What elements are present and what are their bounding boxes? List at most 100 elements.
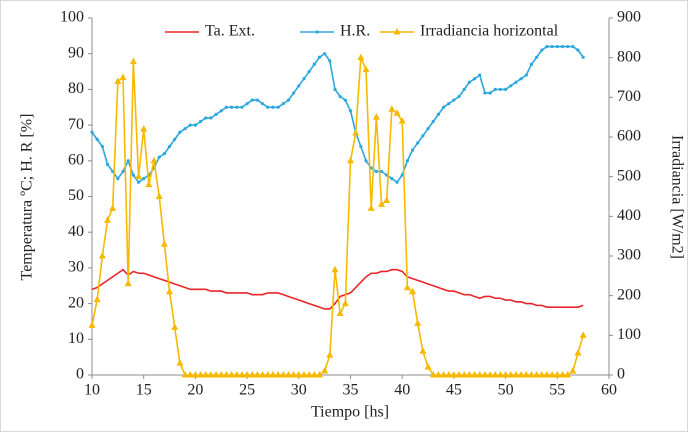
point <box>186 371 194 378</box>
x-tick-label: 40 <box>394 382 410 399</box>
y2-tick-label: 400 <box>617 207 641 224</box>
point <box>535 55 539 59</box>
point <box>400 173 404 177</box>
point <box>88 321 96 328</box>
point <box>529 62 534 67</box>
point <box>338 94 342 99</box>
point <box>522 371 530 378</box>
point <box>312 62 316 67</box>
point <box>245 102 249 106</box>
y2-tick-label: 900 <box>617 9 641 26</box>
point <box>445 371 453 378</box>
legend-bg <box>376 22 608 42</box>
legend-marker <box>393 28 401 35</box>
y-tick-label: 0 <box>76 366 84 383</box>
point <box>429 371 437 378</box>
point <box>302 77 306 81</box>
x-axis-label: Tiempo [hs] <box>311 404 389 421</box>
point <box>253 371 261 378</box>
y-tick-label: 50 <box>68 187 84 204</box>
point <box>188 123 192 127</box>
point <box>478 73 482 77</box>
point <box>441 105 446 109</box>
point <box>571 44 575 49</box>
point <box>114 77 122 84</box>
point <box>450 371 458 378</box>
point <box>421 134 425 138</box>
point <box>269 371 277 378</box>
point <box>98 252 106 259</box>
point <box>553 371 561 378</box>
point <box>135 172 143 180</box>
point <box>545 44 549 49</box>
point <box>162 152 166 156</box>
point <box>197 371 205 378</box>
point <box>517 371 525 378</box>
point <box>93 295 101 303</box>
point <box>436 112 440 116</box>
point <box>290 371 298 378</box>
point <box>507 371 515 378</box>
point <box>359 144 363 149</box>
series-line <box>91 268 584 310</box>
point <box>481 371 489 378</box>
point <box>233 371 241 378</box>
point <box>281 102 285 106</box>
point <box>116 177 120 181</box>
x-tick-label: 20 <box>187 382 203 399</box>
y2-axis-label: Irradiancia [W/m2] <box>668 135 685 259</box>
point <box>574 349 582 356</box>
point <box>193 123 197 127</box>
point <box>447 102 451 106</box>
point <box>167 144 172 149</box>
point <box>347 156 354 164</box>
point <box>457 94 461 99</box>
point <box>243 371 251 378</box>
y2-tick-label: 100 <box>617 326 641 343</box>
point <box>295 371 303 378</box>
point <box>343 98 347 102</box>
point <box>271 105 275 109</box>
point <box>219 109 223 113</box>
y2-tick-label: 500 <box>617 167 641 184</box>
y2-tick-label: 300 <box>617 247 641 264</box>
point <box>462 87 466 91</box>
point <box>261 102 265 106</box>
point <box>579 331 587 338</box>
point <box>240 105 244 109</box>
x-tick-label: 50 <box>498 382 514 399</box>
legend-label: Ta. Ext. <box>205 23 255 40</box>
point <box>224 105 229 109</box>
x-tick-label: 25 <box>239 382 255 399</box>
point <box>362 65 370 73</box>
point <box>274 371 282 378</box>
point <box>333 87 337 91</box>
point <box>409 287 417 295</box>
x-tick-label: 60 <box>601 382 617 399</box>
point <box>228 371 236 378</box>
point <box>176 359 184 366</box>
point <box>310 371 318 378</box>
point <box>104 216 112 223</box>
point <box>496 371 504 378</box>
y-tick-label: 100 <box>60 9 84 26</box>
y-tick-label: 40 <box>68 223 84 240</box>
point <box>372 113 380 120</box>
y-tick-label: 90 <box>68 44 84 61</box>
point <box>259 371 267 378</box>
point <box>119 73 127 80</box>
point <box>476 371 484 378</box>
point <box>390 177 394 181</box>
point <box>209 116 213 120</box>
point <box>326 351 334 358</box>
point <box>452 98 456 102</box>
point <box>524 73 528 77</box>
point <box>555 44 559 49</box>
point <box>198 119 203 124</box>
point <box>129 57 137 65</box>
point <box>323 52 327 56</box>
point <box>483 91 487 95</box>
point <box>367 204 375 211</box>
